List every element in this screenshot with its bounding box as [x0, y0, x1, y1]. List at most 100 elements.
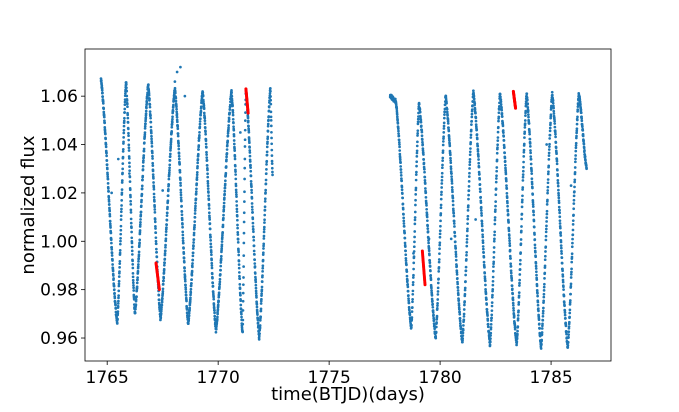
flux-point [472, 97, 476, 101]
flux-point [533, 246, 537, 250]
flux-point [249, 174, 253, 178]
flux-point [547, 170, 550, 174]
flux-point [504, 168, 507, 172]
flux-point [152, 195, 156, 199]
flux-point [143, 133, 147, 136]
flux-point [547, 158, 551, 161]
flux-point [567, 333, 570, 336]
flux-point [477, 155, 480, 158]
flux-point [490, 313, 494, 317]
flux-point [108, 212, 112, 216]
flux-point [165, 218, 169, 222]
flux-point [493, 222, 497, 226]
flux-point [575, 129, 579, 133]
flux-point [436, 281, 440, 285]
flux-point [431, 302, 435, 306]
flux-point [411, 300, 414, 304]
flux-point [216, 308, 220, 311]
flux-point [576, 105, 580, 108]
flux-point [489, 334, 492, 337]
flux-point [522, 160, 525, 164]
flux-point [522, 155, 526, 158]
flux-point [528, 145, 532, 148]
flux-point [540, 338, 544, 342]
flux-point [430, 289, 433, 292]
flux-point [436, 298, 440, 301]
flux-point [427, 249, 431, 253]
flux-point [251, 217, 255, 221]
flux-point [436, 290, 440, 293]
flux-point [438, 243, 442, 247]
flux-point [164, 243, 167, 247]
flux-point [228, 108, 232, 111]
flux-point [394, 97, 397, 101]
flux-point [161, 290, 165, 293]
flux-point [117, 275, 121, 278]
flux-point [110, 245, 113, 249]
flux-point [541, 314, 545, 318]
flux-point [262, 237, 266, 240]
flux-point [129, 202, 133, 206]
flux-point [408, 308, 411, 312]
flux-point [557, 199, 561, 203]
flux-point [118, 259, 122, 263]
flux-outlier-point [427, 237, 431, 241]
x-tick-label: 1780 [418, 368, 461, 388]
flux-point [499, 95, 502, 99]
flux-point [531, 200, 535, 204]
flux-point [506, 204, 509, 208]
flux-point [100, 79, 103, 82]
flux-point [483, 265, 486, 269]
flux-point [496, 139, 500, 142]
flux-point [515, 343, 518, 347]
flux-point [203, 126, 207, 130]
flux-point [239, 307, 243, 311]
y-axis-label: normalized flux [18, 135, 39, 274]
flux-point [154, 231, 158, 235]
flux-point [251, 221, 255, 225]
flux-point [521, 186, 525, 189]
flux-point [583, 155, 587, 158]
flux-point [223, 182, 227, 186]
flux-point [213, 314, 217, 318]
flux-point [136, 269, 140, 273]
flux-point [484, 288, 487, 291]
flux-point [535, 284, 539, 288]
flux-point [242, 241, 246, 245]
flux-point [396, 118, 399, 122]
flux-point [225, 143, 229, 147]
flux-point [143, 131, 147, 134]
flux-point [453, 231, 457, 235]
flux-point [452, 214, 456, 218]
flux-point [521, 194, 524, 198]
flux-point [580, 117, 584, 120]
flux-point [108, 219, 112, 223]
flux-point [128, 180, 132, 183]
flux-point [141, 174, 145, 178]
flux-point [428, 253, 431, 257]
flux-point [494, 200, 498, 203]
flux-point [195, 173, 199, 177]
flux-point [564, 316, 567, 320]
flux-point [232, 125, 235, 129]
flux-point [239, 293, 242, 297]
flux-point [199, 117, 202, 121]
flux-point [189, 293, 192, 297]
flux-point [145, 101, 149, 105]
flux-point [475, 137, 479, 141]
flux-point [560, 252, 563, 255]
flux-point [210, 264, 214, 267]
flux-point [239, 303, 243, 307]
flux-point [558, 222, 562, 225]
flux-point [426, 227, 430, 230]
flux-point [168, 159, 172, 162]
flux-point [223, 189, 227, 193]
flux-point [549, 121, 552, 125]
flux-point [119, 224, 123, 228]
flux-point [112, 284, 116, 288]
flux-point [421, 143, 425, 146]
flux-point [396, 127, 400, 131]
flux-point [427, 247, 431, 251]
flux-point [574, 141, 578, 145]
flux-point [465, 251, 468, 254]
